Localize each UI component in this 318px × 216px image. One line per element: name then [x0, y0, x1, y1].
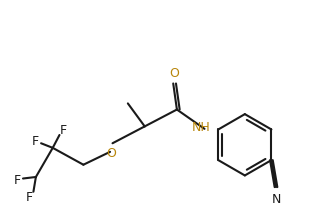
Text: NH: NH: [192, 121, 211, 133]
Text: F: F: [31, 135, 38, 148]
Text: N: N: [271, 193, 281, 206]
Text: F: F: [13, 173, 20, 187]
Text: O: O: [106, 147, 116, 160]
Text: O: O: [169, 67, 179, 80]
Text: F: F: [25, 191, 33, 204]
Text: F: F: [60, 124, 67, 138]
